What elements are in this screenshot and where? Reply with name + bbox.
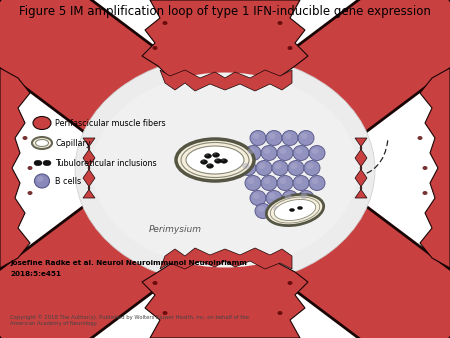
Ellipse shape (256, 161, 272, 175)
Polygon shape (355, 138, 367, 198)
Ellipse shape (274, 199, 316, 220)
Ellipse shape (245, 145, 261, 161)
Ellipse shape (293, 175, 309, 191)
Text: Perifascicular muscle fibers: Perifascicular muscle fibers (55, 119, 166, 127)
Polygon shape (160, 70, 292, 91)
Ellipse shape (34, 160, 42, 166)
Ellipse shape (277, 175, 293, 191)
Ellipse shape (43, 160, 51, 166)
Ellipse shape (288, 46, 292, 50)
Ellipse shape (252, 193, 260, 199)
Text: Figure 5 IM amplification loop of type 1 IFN-inducible gene expression: Figure 5 IM amplification loop of type 1… (19, 5, 431, 18)
Ellipse shape (282, 130, 298, 145)
Ellipse shape (243, 163, 249, 169)
Ellipse shape (162, 311, 167, 315)
Ellipse shape (293, 145, 309, 161)
Ellipse shape (220, 159, 228, 163)
Ellipse shape (221, 159, 225, 161)
Ellipse shape (206, 154, 208, 156)
Ellipse shape (288, 161, 304, 175)
Ellipse shape (32, 137, 52, 149)
Ellipse shape (213, 153, 216, 155)
Ellipse shape (207, 164, 211, 166)
Ellipse shape (282, 191, 298, 206)
Ellipse shape (266, 191, 282, 206)
Ellipse shape (287, 203, 303, 218)
Ellipse shape (75, 55, 375, 285)
Ellipse shape (269, 133, 275, 139)
Ellipse shape (266, 130, 282, 145)
Ellipse shape (248, 148, 255, 154)
Ellipse shape (27, 166, 32, 170)
Ellipse shape (240, 161, 256, 175)
Ellipse shape (35, 174, 50, 188)
Text: Perimysium: Perimysium (148, 225, 202, 235)
Ellipse shape (423, 191, 427, 195)
Ellipse shape (212, 153, 220, 157)
Ellipse shape (296, 148, 302, 154)
Text: B cells: B cells (55, 176, 81, 186)
Ellipse shape (248, 178, 255, 184)
Ellipse shape (277, 145, 293, 161)
Text: Tubuloreticular inclusions: Tubuloreticular inclusions (55, 159, 157, 168)
Ellipse shape (258, 163, 265, 169)
Ellipse shape (311, 178, 319, 184)
Ellipse shape (216, 159, 219, 161)
Ellipse shape (301, 133, 307, 139)
Ellipse shape (93, 72, 357, 267)
Ellipse shape (153, 281, 158, 285)
Ellipse shape (202, 160, 204, 162)
Text: Copyright © 2018 The Author(s). Published by Wolters Kluwer Health, Inc. on beha: Copyright © 2018 The Author(s). Publishe… (10, 315, 249, 326)
Ellipse shape (272, 161, 288, 175)
Ellipse shape (306, 163, 314, 169)
Ellipse shape (250, 130, 266, 145)
Polygon shape (83, 138, 95, 198)
Ellipse shape (215, 159, 221, 163)
Ellipse shape (176, 139, 254, 181)
Ellipse shape (274, 206, 280, 212)
Ellipse shape (207, 164, 213, 168)
Text: Josefine Radke et al. Neurol Neuroimmunol Neuroinfiamm: Josefine Radke et al. Neurol Neuroimmuno… (10, 260, 247, 266)
Polygon shape (142, 0, 308, 83)
Ellipse shape (27, 191, 32, 195)
Ellipse shape (284, 133, 292, 139)
Ellipse shape (418, 136, 423, 140)
Text: Capillary: Capillary (55, 139, 90, 147)
Ellipse shape (255, 203, 271, 218)
Ellipse shape (271, 203, 287, 218)
Polygon shape (142, 259, 308, 338)
Ellipse shape (33, 117, 51, 129)
Ellipse shape (278, 21, 283, 25)
Ellipse shape (311, 148, 319, 154)
Ellipse shape (250, 191, 266, 206)
Ellipse shape (264, 148, 270, 154)
Ellipse shape (289, 206, 297, 212)
Ellipse shape (309, 145, 325, 161)
Polygon shape (420, 68, 450, 268)
Ellipse shape (153, 46, 158, 50)
Ellipse shape (36, 140, 49, 146)
Ellipse shape (279, 178, 287, 184)
Text: 2018;5:e451: 2018;5:e451 (10, 271, 61, 277)
Ellipse shape (284, 193, 292, 199)
Ellipse shape (269, 193, 275, 199)
Ellipse shape (257, 206, 265, 212)
Ellipse shape (423, 166, 427, 170)
Ellipse shape (274, 163, 282, 169)
Polygon shape (160, 248, 292, 269)
Ellipse shape (186, 146, 244, 174)
Ellipse shape (204, 154, 212, 158)
Ellipse shape (298, 130, 314, 145)
Ellipse shape (162, 21, 167, 25)
Ellipse shape (245, 175, 261, 191)
Ellipse shape (288, 281, 292, 285)
Ellipse shape (301, 193, 307, 199)
Ellipse shape (278, 311, 283, 315)
Ellipse shape (252, 133, 260, 139)
Ellipse shape (279, 148, 287, 154)
Ellipse shape (22, 136, 27, 140)
Ellipse shape (298, 191, 314, 206)
Ellipse shape (297, 207, 302, 210)
Ellipse shape (304, 161, 320, 175)
